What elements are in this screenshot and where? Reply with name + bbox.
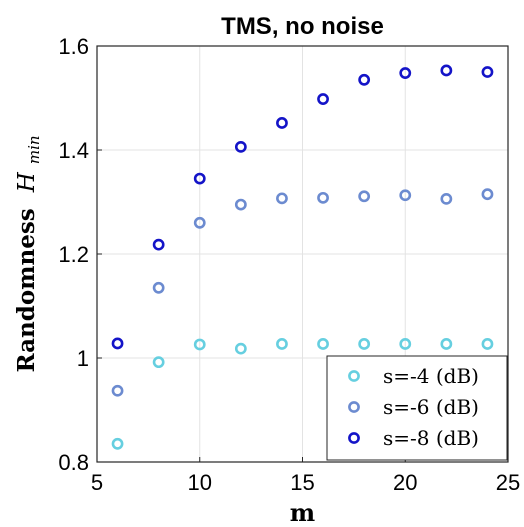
- series-1-point: [317, 338, 329, 350]
- series-1-point: [276, 338, 288, 350]
- axis-ticks: 5 10 15 20 25 0.8 1 1.2 1.4 1.6: [58, 34, 520, 495]
- y-axis-label-text: Randomness: [13, 208, 40, 372]
- legend: s=-4 (dB) s=-6 (dB) s=-8 (dB): [326, 355, 508, 461]
- y-tick-label: 1.6: [58, 34, 89, 59]
- series-1-point: [111, 437, 124, 450]
- series-2-point: [234, 198, 247, 211]
- series-3-point: [440, 64, 453, 77]
- data-points: [111, 64, 494, 450]
- legend-label-1: s=-4 (dB): [383, 364, 479, 388]
- series-3-point: [358, 73, 371, 86]
- series-3-point: [152, 238, 165, 251]
- series-3-point: [317, 93, 329, 105]
- legend-marker-2: [348, 401, 360, 413]
- y-axis-label-symbol: H: [14, 171, 40, 193]
- y-tick-label: 0.8: [58, 450, 89, 475]
- series-2-point: [152, 281, 165, 294]
- series-2-point: [440, 192, 453, 205]
- legend-label-2: s=-6 (dB): [383, 395, 479, 419]
- series-2-point: [111, 384, 124, 397]
- y-axis-label: Randomness H min: [13, 135, 43, 372]
- x-tick-label: 10: [188, 470, 212, 495]
- legend-label-3: s=-8 (dB): [383, 426, 479, 450]
- y-tick-label: 1: [77, 346, 89, 371]
- series-2-point: [399, 189, 412, 202]
- x-tick-label: 15: [290, 470, 314, 495]
- series-3-point: [399, 67, 412, 79]
- series-2-point: [358, 190, 371, 203]
- series-2-point: [193, 216, 206, 229]
- series-2-point: [481, 188, 494, 201]
- series-3-point: [234, 140, 247, 153]
- legend-marker-3: [348, 432, 360, 444]
- series-3-point: [111, 337, 124, 350]
- series-1-point: [481, 338, 494, 350]
- series-1-point: [440, 338, 453, 350]
- x-axis-label: m: [290, 498, 315, 527]
- x-tick-label: 5: [91, 470, 103, 495]
- series-1-point: [399, 338, 412, 350]
- series-1-point: [234, 342, 247, 355]
- series-2-point: [276, 192, 288, 205]
- series-2-point: [317, 191, 329, 204]
- series-1-point: [358, 338, 371, 350]
- y-axis-label-subscript: min: [25, 135, 43, 164]
- series-3-point: [481, 66, 494, 78]
- x-tick-label: 25: [496, 470, 520, 495]
- chart-title: TMS, no noise: [221, 13, 384, 40]
- series-1-point: [193, 338, 206, 351]
- series-1-point: [152, 356, 165, 369]
- legend-marker-1: [348, 370, 360, 382]
- y-tick-label: 1.4: [58, 138, 89, 163]
- series-3-point: [276, 117, 288, 129]
- x-tick-label: 20: [393, 470, 417, 495]
- series-3-point: [193, 172, 206, 185]
- y-tick-label: 1.2: [58, 242, 89, 267]
